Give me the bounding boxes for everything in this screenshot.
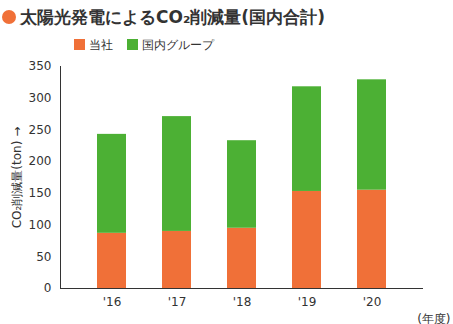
svg-text:350: 350	[29, 59, 52, 73]
svg-text:'20: '20	[363, 295, 382, 309]
svg-text:(年度): (年度)	[417, 312, 450, 324]
svg-text:CO₂削減量(ton) →: CO₂削減量(ton) →	[10, 127, 24, 229]
svg-text:250: 250	[29, 123, 52, 137]
html-text:国内グループ: 国内グループ	[142, 37, 214, 52]
svg-text:150: 150	[29, 186, 52, 200]
svg-text:'18: '18	[233, 295, 252, 309]
svg-text:0: 0	[44, 281, 52, 295]
svg-text:'17: '17	[168, 295, 187, 309]
svg-text:200: 200	[29, 154, 52, 168]
svg-text:50: 50	[36, 250, 51, 264]
svg-text:'16: '16	[103, 295, 122, 309]
svg-text:100: 100	[29, 218, 52, 232]
html-text:太陽光発電によるCO₂削減量(国内合計): 太陽光発電によるCO₂削減量(国内合計)	[20, 6, 325, 27]
svg-text:300: 300	[29, 91, 52, 105]
html-text:当社: 当社	[89, 37, 113, 52]
svg-text:'19: '19	[298, 295, 317, 309]
